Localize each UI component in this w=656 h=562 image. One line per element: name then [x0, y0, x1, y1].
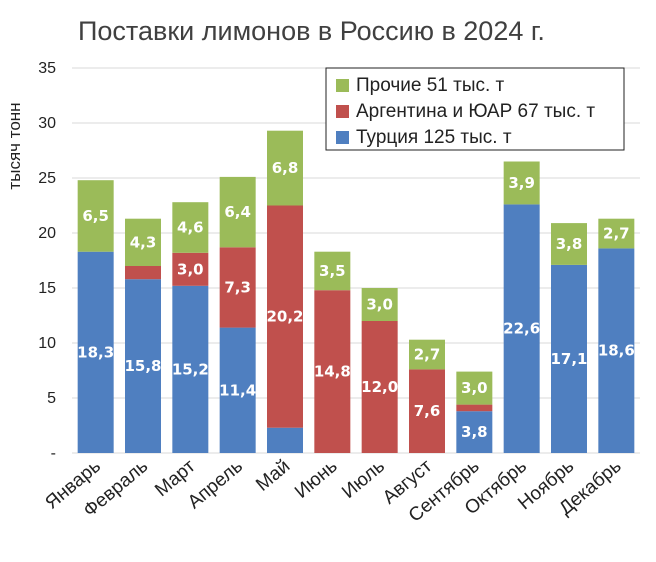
- legend-swatch: [336, 79, 349, 92]
- data-label: 4,3: [130, 233, 157, 251]
- data-label: 14,8: [314, 363, 351, 381]
- bar-segment: [77, 251, 114, 453]
- x-tick-label: Апрель: [184, 456, 247, 514]
- data-label: 20,2: [266, 308, 303, 326]
- bar-segment: [172, 202, 209, 253]
- y-tick-label: 25: [38, 170, 56, 187]
- data-label: 18,3: [77, 343, 114, 361]
- data-label: 3,5: [319, 262, 346, 280]
- data-label: 2,7: [603, 225, 630, 243]
- bar-segment: [361, 321, 398, 453]
- bar-segment: [551, 223, 587, 265]
- x-tick-label: Июнь: [291, 456, 342, 503]
- data-label: 6,8: [272, 159, 299, 177]
- gridlines: [72, 67, 640, 454]
- data-labels: 18,3 6,5 15,8 4,3 15,2 3,0 4,6 11,4 7,3 6,4 20,2 6,…: [77, 159, 635, 441]
- data-label: 18,6: [598, 342, 635, 360]
- bar-segment: [598, 218, 635, 249]
- data-label: 15,2: [172, 360, 209, 378]
- bar-segment: [125, 218, 161, 266]
- legend-entry: Аргентина и ЮАР 67 тыс. т: [356, 101, 595, 122]
- y-axis-ticks: - 5 10 15 20 25 30 35: [38, 60, 56, 462]
- x-tick-label: Май: [252, 456, 294, 496]
- data-label: 3,0: [177, 260, 204, 278]
- data-label: 17,1: [550, 350, 587, 368]
- y-tick-label: 30: [38, 115, 56, 132]
- data-label: 7,6: [414, 402, 441, 420]
- bar-segment: [456, 371, 493, 405]
- legend-entry: Прочие 51 тыс. т: [356, 75, 505, 96]
- bar-segment: [267, 205, 303, 428]
- legend: Прочие 51 тыс. т Аргентина и ЮАР 67 тыс. …: [325, 67, 625, 151]
- bar-segment: [172, 285, 209, 453]
- bar-segment: [456, 404, 493, 412]
- data-label: 2,7: [414, 346, 441, 364]
- chart-title: Поставки лимонов в Россию в 2024 г.: [78, 16, 545, 46]
- y-tick-label: 20: [38, 225, 56, 242]
- bar-segment: [314, 290, 351, 453]
- legend-swatch: [336, 105, 349, 118]
- bar-segment: [125, 279, 161, 453]
- bar-segment: [219, 247, 256, 328]
- bar-segment: [503, 204, 540, 453]
- data-label: 15,8: [124, 357, 161, 375]
- data-label: 3,0: [461, 379, 488, 397]
- bar-segment: [172, 252, 209, 286]
- data-label: 7,3: [224, 278, 251, 296]
- y-tick-label: 5: [47, 390, 56, 407]
- bar-segment: [125, 266, 161, 280]
- bar-segment: [267, 427, 303, 453]
- bar-segment: [551, 264, 587, 453]
- y-tick-label: 10: [38, 335, 56, 352]
- bar-segment: [361, 288, 398, 321]
- data-label: 3,0: [366, 296, 393, 314]
- data-label: 12,0: [361, 378, 398, 396]
- y-tick-label: -: [51, 445, 56, 462]
- bar-segment: [409, 339, 445, 370]
- legend-swatch: [336, 131, 349, 144]
- data-label: 22,6: [503, 320, 540, 338]
- bar-segment: [456, 411, 493, 453]
- bar-segment: [503, 161, 540, 205]
- data-label: 6,5: [82, 207, 109, 225]
- y-tick-label: 15: [38, 280, 56, 297]
- data-label: 11,4: [219, 381, 256, 399]
- data-label: 3,8: [556, 235, 583, 253]
- data-label: 4,6: [177, 219, 204, 237]
- bar-segment: [219, 176, 256, 248]
- bar-segment: [409, 369, 445, 453]
- data-label: 3,9: [508, 174, 535, 192]
- bar-segment: [219, 327, 256, 453]
- bar-segment: [77, 180, 114, 252]
- bar-segment: [267, 130, 303, 206]
- data-label: 6,4: [224, 203, 251, 221]
- bar-segment: [598, 248, 635, 453]
- y-axis-label: тысяч тонн: [5, 102, 24, 189]
- data-label: 3,8: [461, 423, 488, 441]
- y-tick-label: 35: [38, 60, 56, 77]
- legend-box: [325, 67, 625, 151]
- bars: [77, 130, 635, 453]
- legend-entry: Турция 125 тыс. т: [356, 127, 512, 148]
- bar-segment: [314, 251, 351, 291]
